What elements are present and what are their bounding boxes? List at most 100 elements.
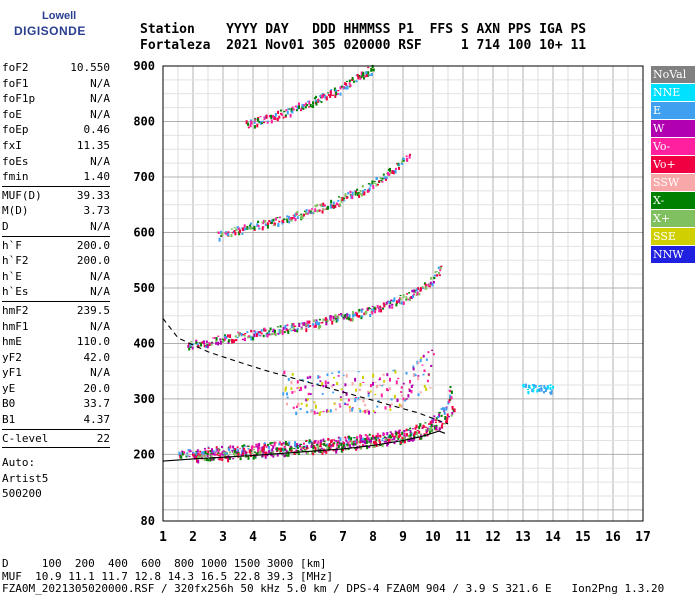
echo-point [387, 436, 390, 438]
echo-point [333, 87, 336, 91]
echo-point [283, 448, 286, 451]
echo-point [252, 227, 255, 229]
echo-point [217, 231, 220, 234]
echo-point [433, 274, 436, 277]
param-separator [2, 428, 110, 430]
echo-point [233, 227, 236, 229]
echo-point [225, 231, 227, 233]
echo-point [432, 425, 435, 427]
echo-point [423, 369, 426, 373]
echo-point [312, 444, 315, 446]
echo-point [390, 398, 393, 401]
echo-point [234, 335, 237, 338]
echo-point [224, 232, 227, 235]
echo-point [331, 372, 334, 374]
echo-point [524, 383, 527, 387]
echo-point [330, 439, 333, 444]
param-value: 10.550 [70, 61, 110, 74]
echo-point [260, 332, 263, 335]
echo-point [367, 71, 370, 75]
echo-point [422, 425, 425, 428]
echo-point [242, 446, 244, 450]
echo-point [398, 167, 400, 170]
echo-point [431, 349, 434, 351]
echo-point [249, 222, 252, 225]
echo-point [423, 282, 426, 285]
echo-point [253, 333, 256, 338]
echo-point [538, 388, 541, 390]
curve-true-height [162, 430, 446, 462]
echo-point [325, 450, 328, 454]
echo-point [348, 444, 351, 448]
echo-point [436, 429, 439, 431]
echo-point [358, 388, 361, 392]
param-row-group5-0: C-level 22 [2, 431, 110, 447]
echo-point [402, 160, 405, 162]
echo-point [274, 113, 277, 117]
echo-point [336, 93, 339, 95]
echo-point [424, 422, 427, 424]
echo-point [524, 386, 526, 388]
echo-point [388, 438, 391, 442]
echo-point [392, 299, 395, 303]
echo-point [326, 409, 329, 413]
echo-point [350, 195, 353, 199]
echo-point [445, 419, 448, 424]
footer-muf: MUF 10.9 11.1 11.7 12.8 14.3 16.5 22.8 3… [2, 569, 334, 583]
echo-point [429, 426, 432, 428]
echo-point [279, 451, 281, 454]
echo-point [431, 282, 434, 287]
echo-point [377, 437, 380, 439]
echo-point [233, 230, 236, 233]
echo-point [294, 328, 297, 332]
echo-point [251, 447, 253, 451]
echo-point [231, 340, 234, 344]
echo-point [290, 446, 293, 451]
echo-point [221, 445, 223, 448]
echo-point [387, 300, 389, 303]
echo-point [434, 421, 437, 424]
echo-point [296, 211, 299, 214]
echo-point [278, 447, 280, 451]
echo-point [450, 414, 453, 417]
echo-point [332, 449, 335, 452]
echo-point [347, 192, 350, 195]
echo-point [342, 374, 345, 376]
echo-point [345, 373, 348, 378]
echo-point [317, 98, 320, 103]
echo-point [370, 73, 373, 76]
echo-point [247, 456, 250, 460]
param-value: N/A [90, 154, 110, 168]
echo-point [540, 385, 543, 387]
echo-point [409, 436, 411, 440]
echo-point [257, 224, 260, 228]
echo-point [242, 227, 245, 232]
echo-point [532, 389, 535, 393]
param-row-group4-2: hmE 110.0 [2, 334, 110, 350]
echo-point [429, 430, 431, 435]
echo-point [440, 265, 443, 268]
echo-point [342, 316, 345, 319]
echo-point [336, 443, 339, 447]
echo-point [264, 219, 267, 223]
echo-point [205, 457, 208, 461]
echo-point [237, 452, 240, 457]
echo-point [418, 425, 421, 430]
param-value: 1.40 [83, 170, 111, 184]
param-separator [2, 235, 110, 237]
param-name: B1 [2, 413, 16, 427]
echo-point [302, 322, 305, 326]
echo-point [399, 298, 402, 301]
echo-point [355, 440, 358, 445]
echo-point [387, 389, 389, 392]
echo-point [333, 440, 336, 442]
echo-point [327, 410, 330, 413]
echo-point [342, 444, 345, 449]
echo-point [352, 314, 355, 318]
echo-point [414, 431, 417, 435]
echo-point [258, 227, 261, 230]
echo-point [290, 107, 293, 112]
echo-point [278, 441, 281, 444]
echo-point [357, 397, 360, 401]
echo-point [405, 432, 408, 437]
